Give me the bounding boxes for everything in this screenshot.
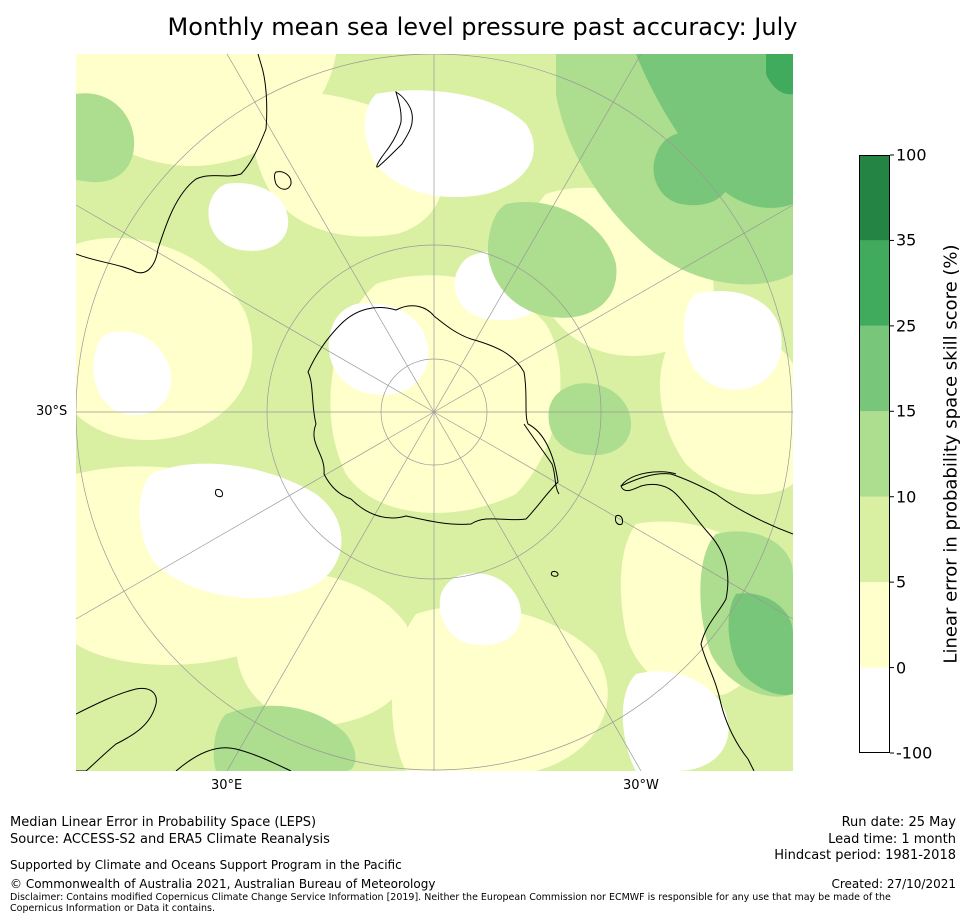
lon-label-30w: 30°W — [623, 778, 659, 793]
footer-source: Source: ACCESS-S2 and ERA5 Climate Reana… — [10, 832, 330, 847]
colorbar-tick-label: 25 — [896, 316, 917, 336]
colorbar-bin — [859, 496, 890, 583]
footer-disclaimer: Disclaimer: Contains modified Copernicus… — [10, 892, 891, 914]
colorbar-title: Linear error in probability space skill … — [940, 244, 962, 664]
colorbar-border — [859, 155, 890, 753]
footer-support: Supported by Climate and Oceans Support … — [10, 858, 402, 872]
footer-created: Created: 27/10/2021 — [831, 877, 956, 891]
footer-run-date: Run date: 25 May — [841, 815, 956, 830]
colorbar-bin — [859, 411, 890, 497]
skill-15-25-regions — [636, 54, 793, 695]
antarctica-outline — [307, 305, 559, 525]
colorbar-bin — [859, 667, 890, 753]
lat-label-30s: 30°S — [36, 404, 68, 419]
africa-outline — [76, 687, 157, 771]
colorbar-tick-label: 10 — [896, 487, 917, 507]
south-america-outline — [620, 473, 793, 771]
colorbar-tick-label: 0 — [896, 658, 907, 678]
footer-method: Median Linear Error in Probability Space… — [10, 815, 317, 830]
graticule — [76, 54, 793, 771]
footer-lead-time: Lead time: 1 month — [828, 832, 956, 847]
footer-hindcast: Hindcast period: 1981-2018 — [774, 848, 956, 863]
colorbar — [859, 154, 894, 754]
colorbar-tick-label: 5 — [896, 572, 907, 592]
chart-title: Monthly mean sea level pressure past acc… — [167, 13, 798, 41]
colorbar-bin — [859, 325, 890, 412]
colorbar-bin — [859, 155, 890, 241]
skill-25-35-regions — [766, 54, 793, 95]
skill-negative-regions — [93, 90, 782, 771]
colorbar-bin — [859, 582, 890, 668]
colorbar-tick-label: 35 — [896, 230, 917, 250]
colorbar-tick-label: 15 — [896, 401, 917, 421]
coastlines — [76, 54, 793, 771]
footer-copyright: © Commonwealth of Australia 2021, Austra… — [10, 877, 436, 891]
colorbar-tick-label: 100 — [896, 145, 927, 165]
australia-outline — [76, 54, 268, 274]
colorbar-tick-label: -100 — [896, 743, 933, 763]
new-zealand-outline — [376, 90, 413, 168]
skill-map — [76, 54, 793, 771]
colorbar-bin — [859, 240, 890, 326]
lon-label-30e: 30°E — [211, 778, 243, 793]
